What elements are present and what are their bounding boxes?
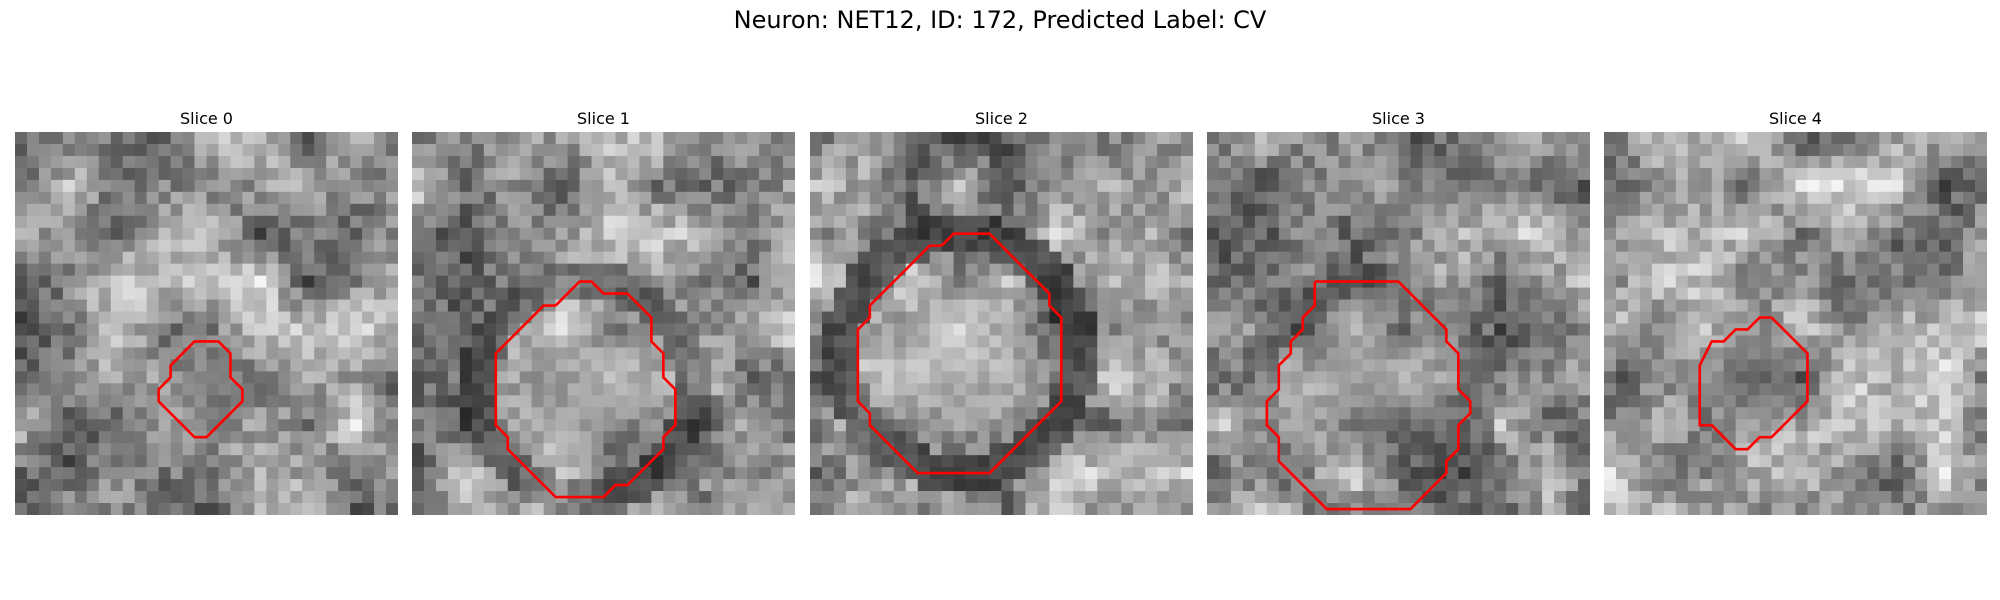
roi-contour-2 (856, 232, 1063, 475)
pixel-grid-4 (1604, 132, 1987, 515)
slice-title-3: Slice 3 (1372, 109, 1425, 128)
slice-image-4 (1604, 132, 1987, 515)
slice-panel-3: Slice 3 (1207, 108, 1590, 515)
slice-panel-2: Slice 2 (810, 108, 1193, 515)
roi-contour-1 (494, 280, 677, 499)
slice-panel-0: Slice 0 (15, 108, 398, 515)
slice-panel-4: Slice 4 (1604, 108, 1987, 515)
slice-title-2: Slice 2 (975, 109, 1028, 128)
slice-image-2 (810, 132, 1193, 515)
slice-title-0: Slice 0 (180, 109, 233, 128)
pixel-grid-3 (1207, 132, 1590, 515)
slice-image-3 (1207, 132, 1590, 515)
slice-title-4: Slice 4 (1769, 109, 1822, 128)
roi-contour-0 (157, 340, 244, 439)
slice-image-0 (15, 132, 398, 515)
figure-title: Neuron: NET12, ID: 172, Predicted Label:… (733, 6, 1267, 34)
pixel-grid-1 (412, 132, 795, 515)
slice-title-1: Slice 1 (577, 109, 630, 128)
slice-image-1 (412, 132, 795, 515)
roi-contour-3 (1265, 280, 1472, 511)
slice-panel-1: Slice 1 (412, 108, 795, 515)
pixel-grid-2 (810, 132, 1193, 515)
pixel-grid-0 (15, 132, 398, 515)
roi-contour-4 (1698, 316, 1809, 451)
